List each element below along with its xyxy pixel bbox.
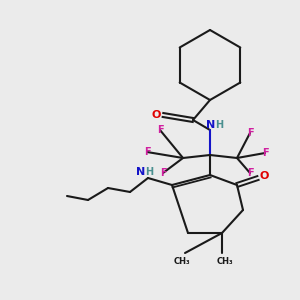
Text: O: O (259, 171, 269, 181)
Text: H: H (215, 120, 223, 130)
Text: CH₃: CH₃ (174, 256, 190, 266)
Text: F: F (157, 125, 163, 135)
Text: N: N (136, 167, 146, 177)
Text: F: F (262, 148, 268, 158)
Text: F: F (160, 168, 166, 178)
Text: F: F (247, 168, 253, 178)
Text: CH₃: CH₃ (217, 256, 233, 266)
Text: O: O (151, 110, 161, 120)
Text: N: N (206, 120, 216, 130)
Text: H: H (145, 167, 153, 177)
Text: F: F (144, 147, 150, 157)
Text: F: F (247, 128, 253, 138)
